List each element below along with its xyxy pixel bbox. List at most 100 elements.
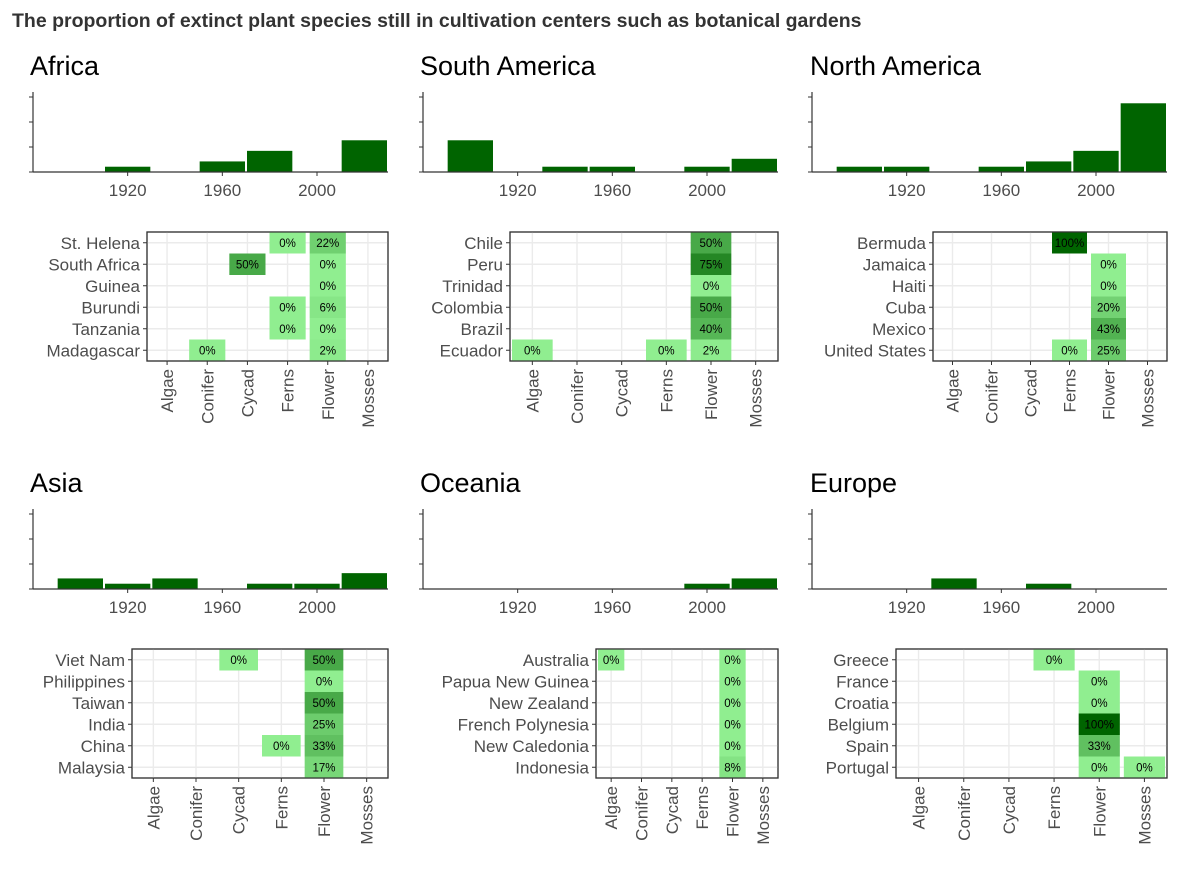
heatmap-row-label: United States <box>824 341 926 360</box>
hist-bar <box>1026 161 1072 172</box>
hist-x-tick-label: 1960 <box>982 598 1020 617</box>
heatmap-border <box>131 648 389 779</box>
hist-x-tick-label: 1960 <box>593 181 631 200</box>
heatmap-col-label: Flower <box>724 786 743 837</box>
heatmap: 50% 75% 0% 50% 40% 0% 0% 2% Chile Peru Trinidad Col… <box>431 231 779 428</box>
heatmap-col-label: Algae <box>944 369 963 412</box>
hist-x-tick-label: 2000 <box>298 181 336 200</box>
heatmap-cell <box>1078 692 1120 714</box>
heatmap-cell-label: 0% <box>1136 762 1153 774</box>
heatmap-cell-label: 50% <box>312 698 335 710</box>
heatmap-cell-label: 0% <box>658 345 675 357</box>
heatmap-col-label: Conifer <box>187 786 206 841</box>
hist-x-tick-label: 1920 <box>499 598 537 617</box>
heatmap-row-label: Bermuda <box>857 234 927 253</box>
heatmap-cell <box>719 735 746 757</box>
heatmap-col-label: Algae <box>523 369 542 412</box>
heatmap-col-label: Ferns <box>272 786 291 829</box>
heatmap-cell-label: 40% <box>699 324 722 336</box>
heatmap-cell <box>1091 253 1126 275</box>
panel-title: Europe <box>810 468 897 498</box>
heatmap-cell-label: 2% <box>703 345 720 357</box>
hist-x-tick-label: 2000 <box>688 181 726 200</box>
hist-bar <box>341 573 387 589</box>
hist-bar <box>731 158 777 172</box>
heatmap-col-label: Mosses <box>747 369 766 428</box>
heatmap-cell <box>719 649 746 671</box>
heatmap-cell <box>646 339 687 361</box>
heatmap-cell <box>269 318 306 340</box>
heatmap-row-label: Mexico <box>872 320 926 339</box>
heatmap-row-label: Trinidad <box>442 277 503 296</box>
heatmap-cell <box>1033 649 1075 671</box>
heatmap-row-label: Malaysia <box>58 758 126 777</box>
hist-bar <box>341 140 387 172</box>
heatmap-col-label: Conifer <box>633 786 652 841</box>
heatmap-cell <box>1091 318 1126 340</box>
hist-bar <box>684 583 730 589</box>
panel-title: North America <box>810 51 982 81</box>
heatmap-row-label: New Caledonia <box>474 737 590 756</box>
heatmap-col-label: Algae <box>602 786 621 829</box>
heatmap-cell-label: 0% <box>603 655 620 667</box>
panel-oceania: Oceania 1920 1960 2000 0% 0% 0% 0% 0% 0% 8% Austral… <box>419 468 779 845</box>
heatmap-cell-label: 6% <box>319 302 336 314</box>
heatmap-cell-label: 0% <box>724 655 741 667</box>
histogram: 1920 1960 2000 <box>29 509 388 617</box>
heatmap-cell <box>229 253 266 275</box>
heatmap-row-label: Philippines <box>43 672 125 691</box>
heatmap-col-label: Mosses <box>1135 786 1154 845</box>
heatmap-row-label: St. Helena <box>61 234 141 253</box>
heatmap-col-label: Cycad <box>1022 369 1041 417</box>
hist-bar <box>1073 150 1119 172</box>
heatmap-col-label: Flower <box>702 369 721 420</box>
heatmap-col-label: Cycad <box>1000 786 1019 834</box>
hist-bar <box>57 578 103 589</box>
hist-x-tick-label: 2000 <box>298 598 336 617</box>
heatmap-cell-label: 100% <box>1055 238 1084 250</box>
heatmap-cell-label: 33% <box>1088 741 1111 753</box>
heatmap-cell <box>304 735 344 757</box>
heatmap: 100% 0% 0% 20% 43% 0% 25% Bermuda Jamaica Haiti Cu… <box>824 231 1168 428</box>
heatmap-cell-label: 22% <box>316 238 339 250</box>
heatmap-row-label: New Zealand <box>489 694 589 713</box>
hist-x-tick-label: 1920 <box>499 181 537 200</box>
heatmap-cell-label: 43% <box>1097 324 1120 336</box>
heatmap-border <box>509 231 779 362</box>
heatmap-row-label: Burundi <box>81 298 140 317</box>
heatmap-row-label: French Polynesia <box>458 715 590 734</box>
heatmap-cell <box>304 649 344 671</box>
heatmap-row-label: Madagascar <box>46 341 140 360</box>
heatmap-cell-label: 0% <box>279 302 296 314</box>
hist-x-tick-label: 1920 <box>109 598 147 617</box>
heatmap-row-label: Spain <box>846 737 889 756</box>
heatmap-cell <box>269 296 306 318</box>
heatmap-col-label: Ferns <box>693 786 712 829</box>
heatmap-cell <box>189 339 226 361</box>
heatmap-frame <box>131 648 389 779</box>
histogram: 1920 1960 2000 <box>419 92 778 200</box>
heatmap: 0% 50% 0% 50% 25% 0% 33% 17% Viet Nam Philippines… <box>43 648 389 845</box>
heatmap-cell-label: 50% <box>699 302 722 314</box>
heatmap-cell <box>304 670 344 692</box>
hist-bar <box>1026 583 1072 589</box>
heatmap-cell-label: 2% <box>319 345 336 357</box>
heatmap-row-label: Australia <box>523 651 590 670</box>
heatmap-cell-label: 0% <box>273 741 290 753</box>
heatmap-cell-label: 0% <box>319 281 336 293</box>
hist-x-tick-label: 1920 <box>888 181 926 200</box>
heatmap-cell <box>1091 275 1126 297</box>
heatmap-cell <box>1078 670 1120 692</box>
hist-x-tick-label: 1920 <box>888 598 926 617</box>
heatmap-col-label: Conifer <box>983 369 1002 424</box>
heatmap-col-label: Algae <box>158 369 177 412</box>
heatmap-row-label: Tanzania <box>72 320 141 339</box>
heatmap-cell-label: 0% <box>319 259 336 271</box>
hist-bar <box>731 578 777 589</box>
heatmap-cell <box>309 232 346 254</box>
heatmap-cell-label: 0% <box>724 698 741 710</box>
heatmap: 0% 0% 0% 0% 0% 0% 8% Australia Papua New Guinea N… <box>442 648 779 845</box>
heatmap-col-label: Conifer <box>955 786 974 841</box>
heatmap-col-label: Conifer <box>568 369 587 424</box>
